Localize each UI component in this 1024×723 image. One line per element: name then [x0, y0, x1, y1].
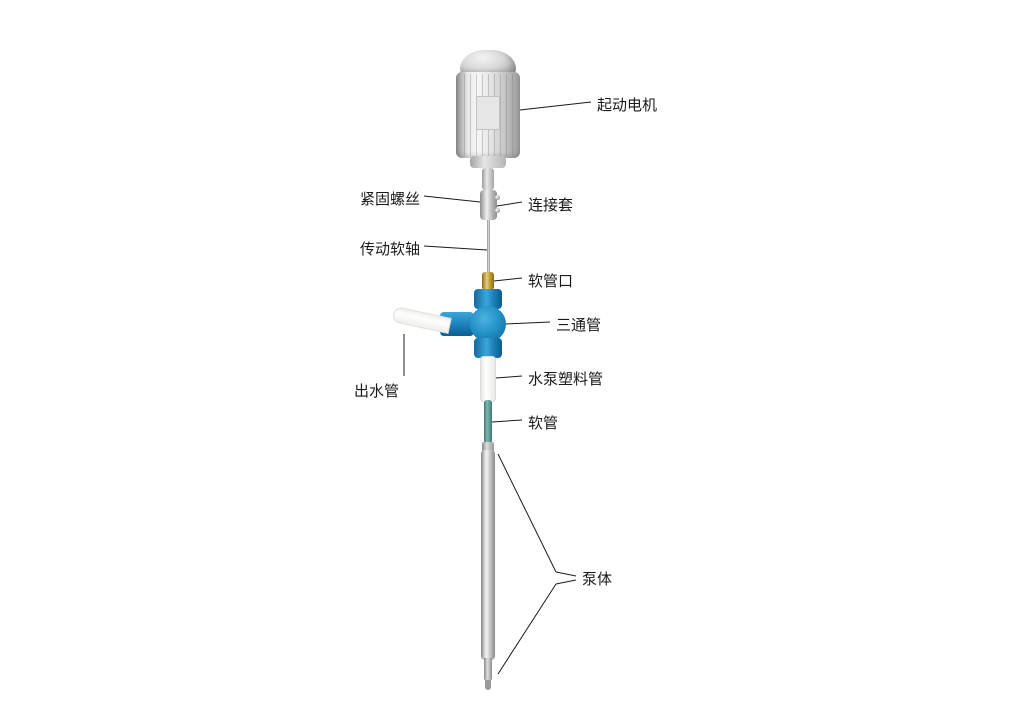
label-fastening-screw: 紧固螺丝	[360, 188, 420, 209]
pump-tip	[485, 680, 491, 690]
label-hose: 软管	[528, 412, 558, 433]
label-hose-port: 软管口	[528, 270, 573, 291]
pump-body	[481, 450, 495, 660]
drive-shaft	[487, 220, 490, 274]
motor-shaft-collar	[482, 168, 494, 190]
tee-bottom-nut	[474, 338, 502, 358]
pump-diagram: 起动电机 紧固螺丝 连接套 传动软轴 软管口 三通管 出水管 水泵塑料管 软管 …	[0, 0, 1024, 723]
coupling-sleeve	[480, 190, 497, 220]
label-plastic-tube: 水泵塑料管	[528, 368, 603, 389]
hose-port	[482, 272, 494, 290]
label-motor: 起动电机	[597, 94, 657, 115]
label-pump-body: 泵体	[582, 568, 612, 589]
outlet-pipe	[392, 306, 452, 334]
hose-segment	[484, 400, 492, 444]
label-coupling-sleeve: 连接套	[528, 194, 573, 215]
motor-nameplate	[476, 96, 500, 130]
label-outlet-pipe: 出水管	[354, 380, 399, 401]
tee-body	[470, 306, 506, 342]
pump-taper	[484, 658, 492, 682]
plastic-tube	[480, 356, 496, 402]
label-drive-shaft: 传动软轴	[360, 238, 420, 259]
motor-neck	[470, 156, 506, 168]
label-tee-pipe: 三通管	[556, 314, 601, 335]
